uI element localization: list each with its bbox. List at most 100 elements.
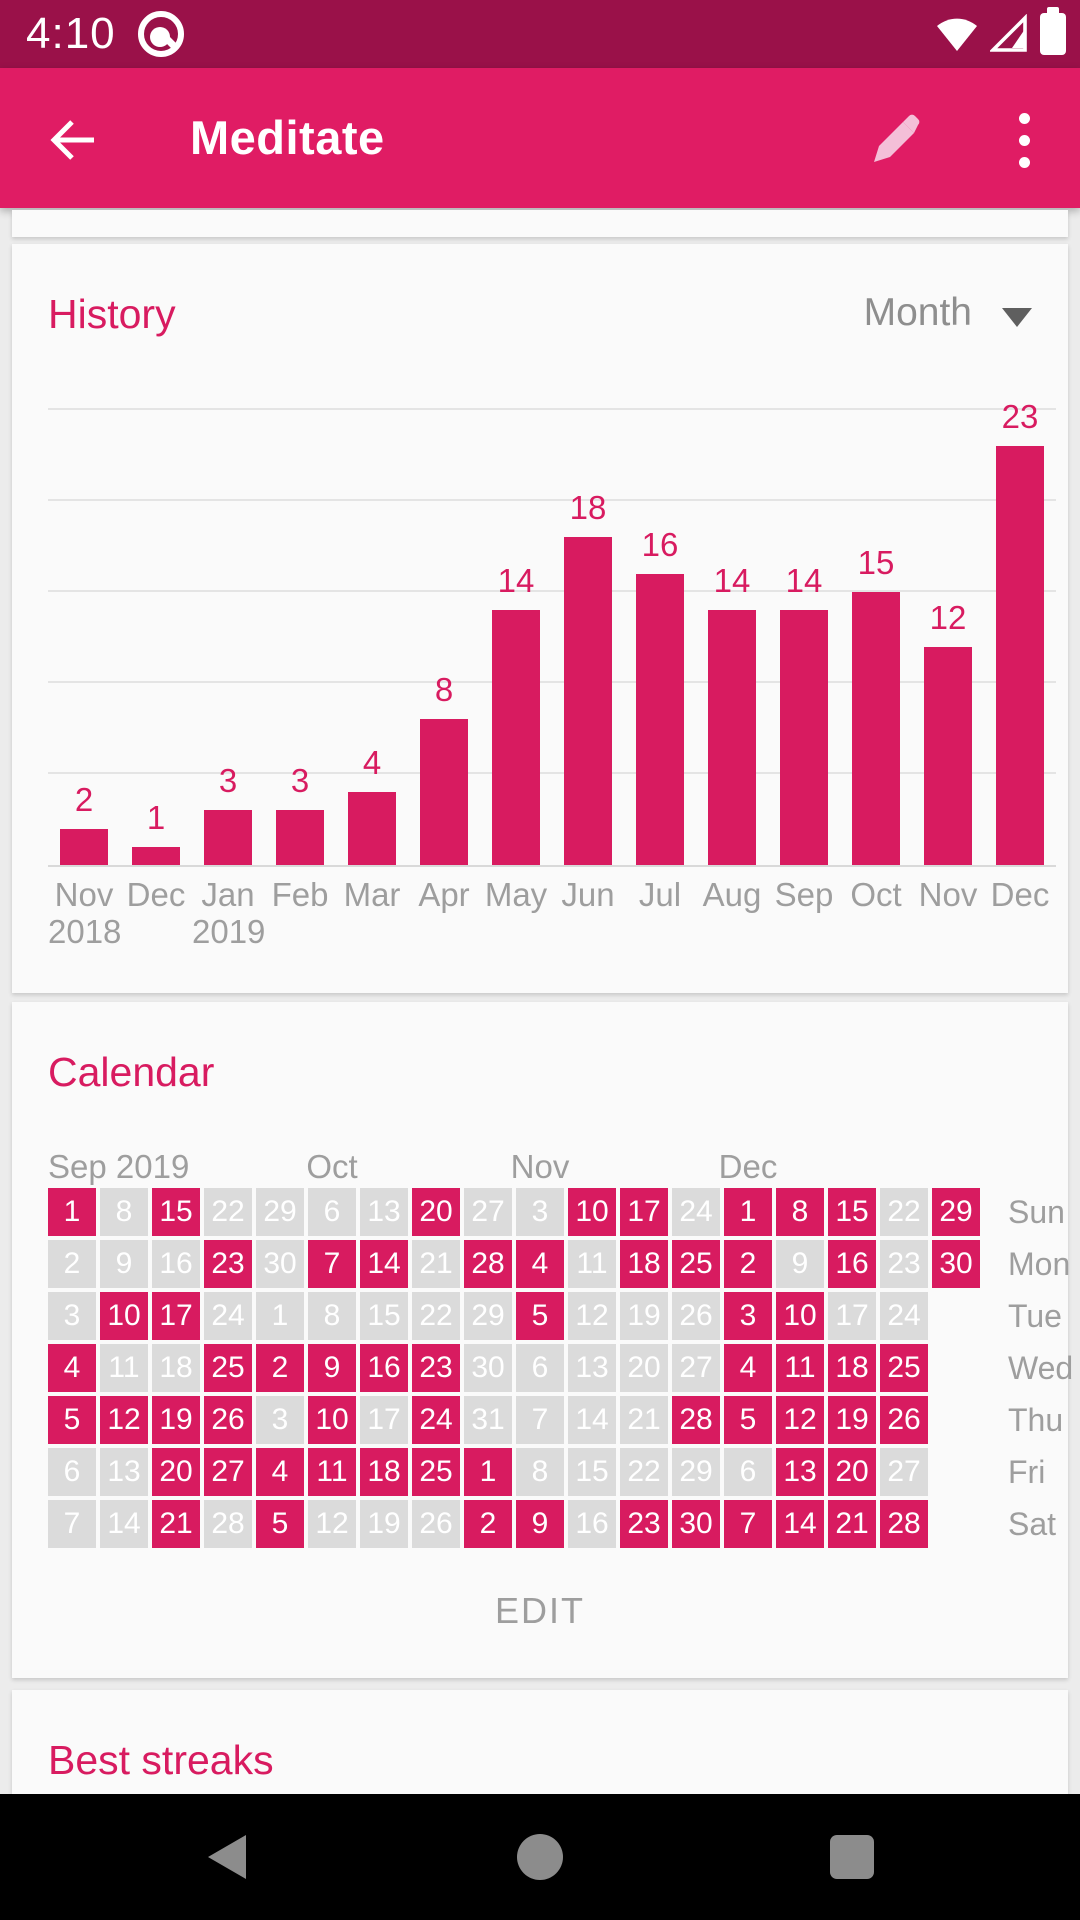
calendar-day-cell: 14 — [360, 1240, 408, 1288]
history-bar — [132, 846, 180, 865]
month-tick-label: Feb — [271, 876, 329, 913]
history-bar — [636, 573, 684, 865]
calendar-week-row: 1 8 15 22 29 6 13 20 27 3 10 17 24 1 8 15 22 29 Sun — [48, 1188, 1065, 1236]
calendar-day-cell: 17 — [620, 1188, 668, 1236]
calendar-day-cell: 9 — [776, 1240, 824, 1288]
calendar-day-cell: 6 — [308, 1188, 356, 1236]
bar-value-label: 23 — [1001, 398, 1039, 436]
calendar-day-cell: 3 — [48, 1292, 96, 1340]
calendar-day-cell: 26 — [672, 1292, 720, 1340]
calendar-day-cell: 18 — [152, 1344, 200, 1392]
month-tick-label: Jun — [561, 876, 615, 913]
calendar-day-cell: 29 — [932, 1188, 980, 1236]
calendar-day-cell: 22 — [880, 1188, 928, 1236]
calendar-day-cell: 19 — [152, 1396, 200, 1444]
calendar-day-cell: 23 — [880, 1240, 928, 1288]
calendar-day-cell: 1 — [724, 1188, 772, 1236]
calendar-month-label: Oct — [306, 1148, 358, 1185]
navigation-bar — [0, 1794, 1080, 1920]
edit-habit-button[interactable] — [866, 110, 926, 170]
history-title: History — [48, 291, 176, 337]
year-tick-label: 2019 — [192, 913, 266, 950]
calendar-day-cell: 9 — [516, 1500, 564, 1548]
calendar-day-cell: 7 — [724, 1500, 772, 1548]
bar-slot: 12 — [912, 404, 984, 865]
calendar-day-cell: 3 — [516, 1188, 564, 1236]
bar-value-label: 3 — [218, 762, 238, 800]
calendar-day-cell: 29 — [464, 1292, 512, 1340]
calendar-month-label: Sep 2019 — [48, 1148, 190, 1185]
bar-slot: 14 — [768, 404, 840, 865]
more-vert-icon — [1018, 112, 1030, 124]
history-bar — [852, 592, 900, 865]
status-bar: 4:10 — [0, 0, 1080, 68]
calendar-day-cell: 4 — [724, 1344, 772, 1392]
calendar-day-cell: 5 — [256, 1500, 304, 1548]
bar-slot: 14 — [480, 404, 552, 865]
history-chart[interactable]: 2 1 3 3 4 8 14 18 16 14 14 15 12 23 — [48, 398, 1056, 867]
calendar-day-cell: 21 — [620, 1396, 668, 1444]
calendar-day-cell: 24 — [412, 1396, 460, 1444]
calendar-day-cell: 6 — [516, 1344, 564, 1392]
cell-signal-icon — [990, 14, 1027, 52]
calendar-day-cell: 15 — [828, 1188, 876, 1236]
calendar-day-cell: 13 — [360, 1188, 408, 1236]
month-tick-label: Dec — [126, 876, 186, 913]
calendar-day-cell: 29 — [256, 1188, 304, 1236]
calendar-day-cell: 16 — [828, 1240, 876, 1288]
calendar-day-cell: 25 — [672, 1240, 720, 1288]
calendar-empty-cell — [932, 1448, 980, 1496]
bar-slot: 1 — [120, 404, 192, 865]
calendar-day-cell: 12 — [308, 1500, 356, 1548]
calendar-day-cell: 27 — [464, 1188, 512, 1236]
calendar-day-cell: 1 — [256, 1292, 304, 1340]
bar-slot: 14 — [696, 404, 768, 865]
calendar-title: Calendar — [48, 1049, 215, 1095]
calendar-day-cell: 4 — [516, 1240, 564, 1288]
history-bar — [60, 828, 108, 865]
best-streaks-title: Best streaks — [48, 1737, 274, 1783]
bar-value-label: 16 — [641, 525, 679, 563]
best-streaks-card: Best streaks — [12, 1690, 1068, 1794]
wifi-icon — [937, 18, 977, 52]
calendar-day-cell: 19 — [828, 1396, 876, 1444]
calendar-day-cell: 1 — [464, 1448, 512, 1496]
nav-back-icon[interactable] — [208, 1835, 246, 1879]
calendar-day-cell: 12 — [568, 1292, 616, 1340]
calendar-week-row: 4 11 18 25 2 9 16 23 30 6 13 20 27 4 11 18 25 Wed — [48, 1344, 1073, 1392]
overflow-menu-button[interactable] — [1002, 108, 1046, 172]
calendar-day-cell: 13 — [100, 1448, 148, 1496]
calendar-day-cell: 14 — [100, 1500, 148, 1548]
history-range-selector[interactable]: Month — [864, 291, 1032, 335]
weekday-label: Mon — [1008, 1246, 1071, 1282]
nav-home-icon[interactable] — [517, 1834, 563, 1880]
bar-value-label: 12 — [929, 598, 967, 636]
calendar-day-cell: 30 — [672, 1500, 720, 1548]
bar-value-label: 14 — [497, 562, 535, 600]
calendar-day-cell: 5 — [724, 1396, 772, 1444]
calendar-day-cell: 15 — [360, 1292, 408, 1340]
weekday-label: Sat — [1008, 1506, 1057, 1542]
gridline — [48, 499, 1056, 501]
calendar-day-cell: 21 — [152, 1500, 200, 1548]
edit-calendar-button[interactable]: EDIT — [494, 1590, 585, 1631]
calendar-day-cell: 5 — [516, 1292, 564, 1340]
calendar-week-row: 6 13 20 27 4 11 18 25 1 8 15 22 29 6 13 20 27 Fri — [48, 1448, 1058, 1496]
calendar-day-cell: 16 — [360, 1344, 408, 1392]
calendar-empty-cell — [932, 1344, 980, 1392]
calendar-day-cell: 24 — [204, 1292, 252, 1340]
calendar-day-cell: 20 — [828, 1448, 876, 1496]
calendar-day-cell: 7 — [48, 1500, 96, 1548]
weekday-label: Thu — [1008, 1402, 1064, 1438]
calendar-card: Calendar Sep 2019 Oct Nov Dec 1 8 15 22 29 6 13 20… — [12, 1002, 1073, 1678]
calendar-day-cell: 14 — [776, 1500, 824, 1548]
calendar-day-cell: 18 — [360, 1448, 408, 1496]
calendar-grid[interactable]: 1 8 15 22 29 6 13 20 27 3 10 17 24 1 8 15 22 29 Sun 2 9 16 23 3… — [48, 1188, 1073, 1552]
back-button[interactable] — [46, 112, 102, 168]
history-bar — [708, 610, 756, 865]
calendar-day-cell: 28 — [880, 1500, 928, 1548]
weekday-label: Sun — [1008, 1194, 1065, 1230]
calendar-day-cell: 12 — [776, 1396, 824, 1444]
nav-recents-icon[interactable] — [830, 1835, 874, 1879]
history-bar — [492, 610, 540, 865]
